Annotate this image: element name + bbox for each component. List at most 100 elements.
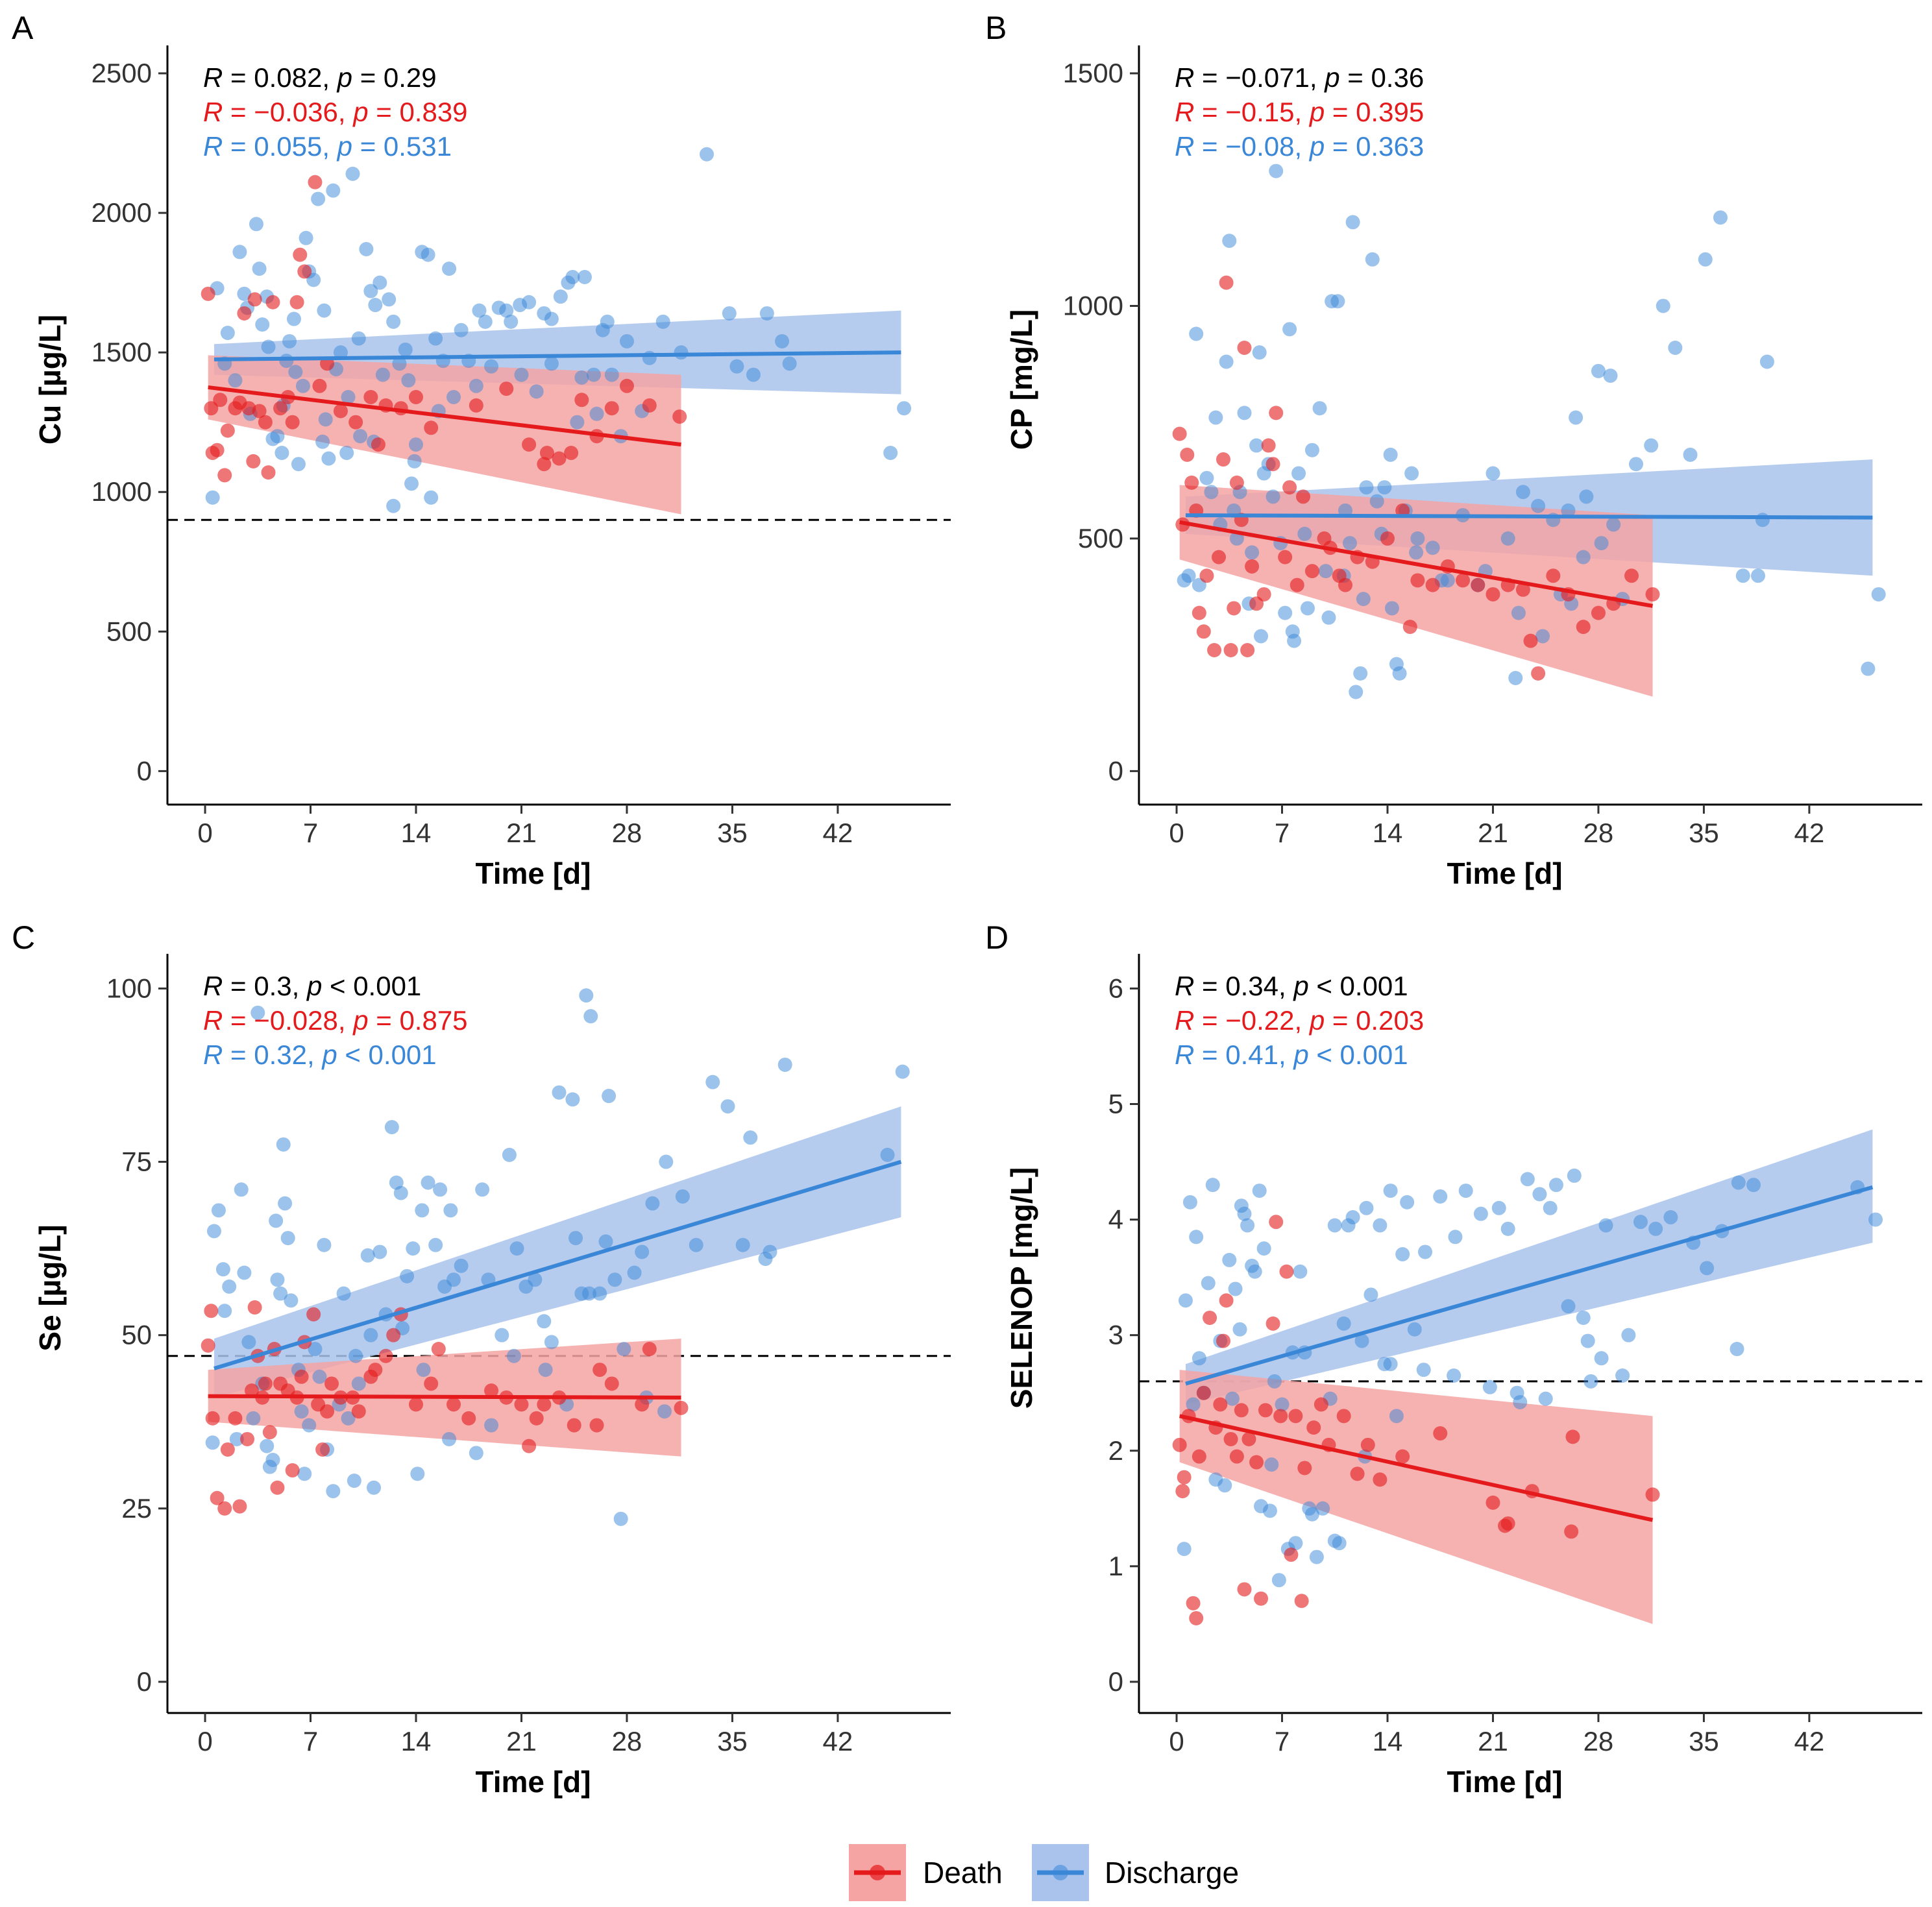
- data-point-discharge: [348, 1348, 363, 1363]
- data-point-death: [1256, 587, 1271, 601]
- x-tick-label: 0: [197, 1726, 212, 1756]
- data-point-death: [297, 264, 312, 279]
- data-point-death: [1546, 568, 1561, 583]
- panel-a: A 0 7 14 21 28 35 42 0 500 1000 1500 2000 2500 Time [d…: [12, 10, 951, 890]
- data-point-death: [348, 415, 363, 430]
- data-point-death: [1180, 447, 1195, 462]
- stat-r-value: −0.071: [1225, 62, 1310, 93]
- data-point-discharge: [1594, 536, 1609, 551]
- data-point-death: [1402, 620, 1417, 635]
- stat-equals: =: [1194, 131, 1225, 162]
- stat-annotation-death: R = −0.028, p = 0.875: [203, 1005, 468, 1036]
- x-axis-title: Time [d]: [1447, 856, 1562, 890]
- regression-line-discharge: [1185, 1185, 1874, 1386]
- data-point-discharge: [1648, 1221, 1663, 1236]
- data-point-discharge: [1217, 1478, 1232, 1493]
- data-point-discharge: [339, 446, 354, 461]
- stat-p-symbol: p: [1308, 1005, 1325, 1036]
- data-point-discharge: [544, 1335, 559, 1350]
- y-tick-label: 25: [121, 1493, 152, 1524]
- x-tick-label: 14: [1373, 818, 1403, 848]
- data-point-discharge: [1383, 447, 1398, 462]
- data-point-discharge: [1535, 629, 1550, 644]
- data-point-death: [1223, 1431, 1238, 1446]
- x-tick-label: 21: [1478, 1726, 1508, 1756]
- data-point-death: [204, 1304, 219, 1318]
- stat-r-symbol: R: [1175, 97, 1194, 127]
- data-point-discharge: [407, 454, 422, 468]
- data-point-death: [378, 1348, 393, 1363]
- stat-operator: =: [1325, 1005, 1356, 1036]
- data-point-death: [312, 378, 327, 393]
- data-point-discharge: [386, 498, 401, 513]
- data-point-discharge: [217, 1304, 232, 1318]
- data-point-death: [431, 1342, 446, 1357]
- data-point-death: [537, 1397, 552, 1412]
- stat-annotation-discharge: R = −0.08, p = 0.363: [1175, 131, 1424, 162]
- data-point-discharge: [1868, 1212, 1883, 1227]
- legend-item-discharge: Discharge: [1032, 1844, 1239, 1901]
- data-point-death: [619, 378, 634, 393]
- data-point-discharge: [1561, 1299, 1576, 1314]
- data-point-discharge: [428, 1237, 443, 1252]
- stat-p-value: 0.001: [1340, 1039, 1408, 1070]
- data-point-discharge: [1199, 470, 1214, 485]
- y-axis-title: CP [mg/L]: [1005, 310, 1038, 450]
- data-point-death: [461, 1411, 476, 1426]
- data-point-discharge: [255, 317, 270, 332]
- data-point-discharge: [237, 286, 252, 301]
- data-point-discharge: [1628, 457, 1643, 472]
- x-tick-label: 42: [1794, 1726, 1825, 1756]
- data-point-discharge: [1182, 1195, 1197, 1209]
- data-point-discharge: [504, 314, 519, 329]
- data-point-discharge: [279, 354, 294, 369]
- legend-item-death: Death: [849, 1844, 1003, 1901]
- data-point-discharge: [689, 1237, 703, 1252]
- panel-letter-b: B: [985, 10, 1007, 46]
- data-point-discharge: [1407, 1322, 1422, 1337]
- data-point-discharge: [1392, 666, 1407, 681]
- data-point-discharge: [317, 303, 332, 318]
- x-tick-label: 35: [717, 818, 748, 848]
- stat-annotation-death: R = −0.15, p = 0.395: [1175, 97, 1424, 127]
- stat-equals: =: [1194, 1039, 1225, 1070]
- data-point-discharge: [232, 245, 247, 260]
- x-axis-title: Time [d]: [475, 856, 591, 890]
- data-point-discharge: [1580, 1333, 1595, 1348]
- data-point-discharge: [1644, 438, 1659, 453]
- data-point-discharge: [1410, 531, 1425, 546]
- data-point-death: [1380, 531, 1395, 546]
- data-point-discharge: [484, 1418, 499, 1433]
- data-point-discharge: [1302, 1501, 1317, 1516]
- data-point-death: [217, 468, 232, 483]
- data-point-discharge: [475, 1182, 490, 1197]
- data-point-death: [204, 401, 219, 416]
- y-tick-label: 2500: [92, 58, 152, 88]
- x-axis-title: Time [d]: [475, 1765, 591, 1799]
- stat-annotation-discharge: R = 0.055, p = 0.531: [203, 131, 452, 162]
- data-point-death: [1645, 587, 1660, 601]
- data-point-death: [1192, 1449, 1206, 1464]
- data-point-discharge: [1254, 629, 1269, 644]
- x-tick-label: 14: [1373, 1726, 1403, 1756]
- data-point-death: [552, 451, 567, 466]
- data-point-death: [315, 1442, 330, 1457]
- data-point-discharge: [1249, 438, 1264, 453]
- stat-p-value: 0.839: [399, 97, 467, 127]
- data-point-discharge: [1245, 545, 1260, 560]
- data-point-discharge: [1321, 610, 1336, 625]
- data-point-discharge: [415, 1203, 430, 1218]
- data-point-death: [285, 1463, 300, 1478]
- stat-r-symbol: R: [1175, 971, 1194, 1001]
- data-point-discharge: [705, 1075, 720, 1089]
- data-point-discharge: [275, 446, 289, 461]
- data-point-discharge: [1548, 1178, 1563, 1193]
- stat-p-value: 0.001: [353, 971, 421, 1001]
- data-point-discharge: [454, 1258, 469, 1273]
- data-point-discharge: [675, 1189, 690, 1204]
- data-point-discharge: [1482, 1379, 1497, 1394]
- data-point-discharge: [763, 1245, 777, 1259]
- stat-operator: =: [369, 97, 400, 127]
- data-point-discharge: [1369, 494, 1384, 509]
- data-point-discharge: [315, 434, 330, 449]
